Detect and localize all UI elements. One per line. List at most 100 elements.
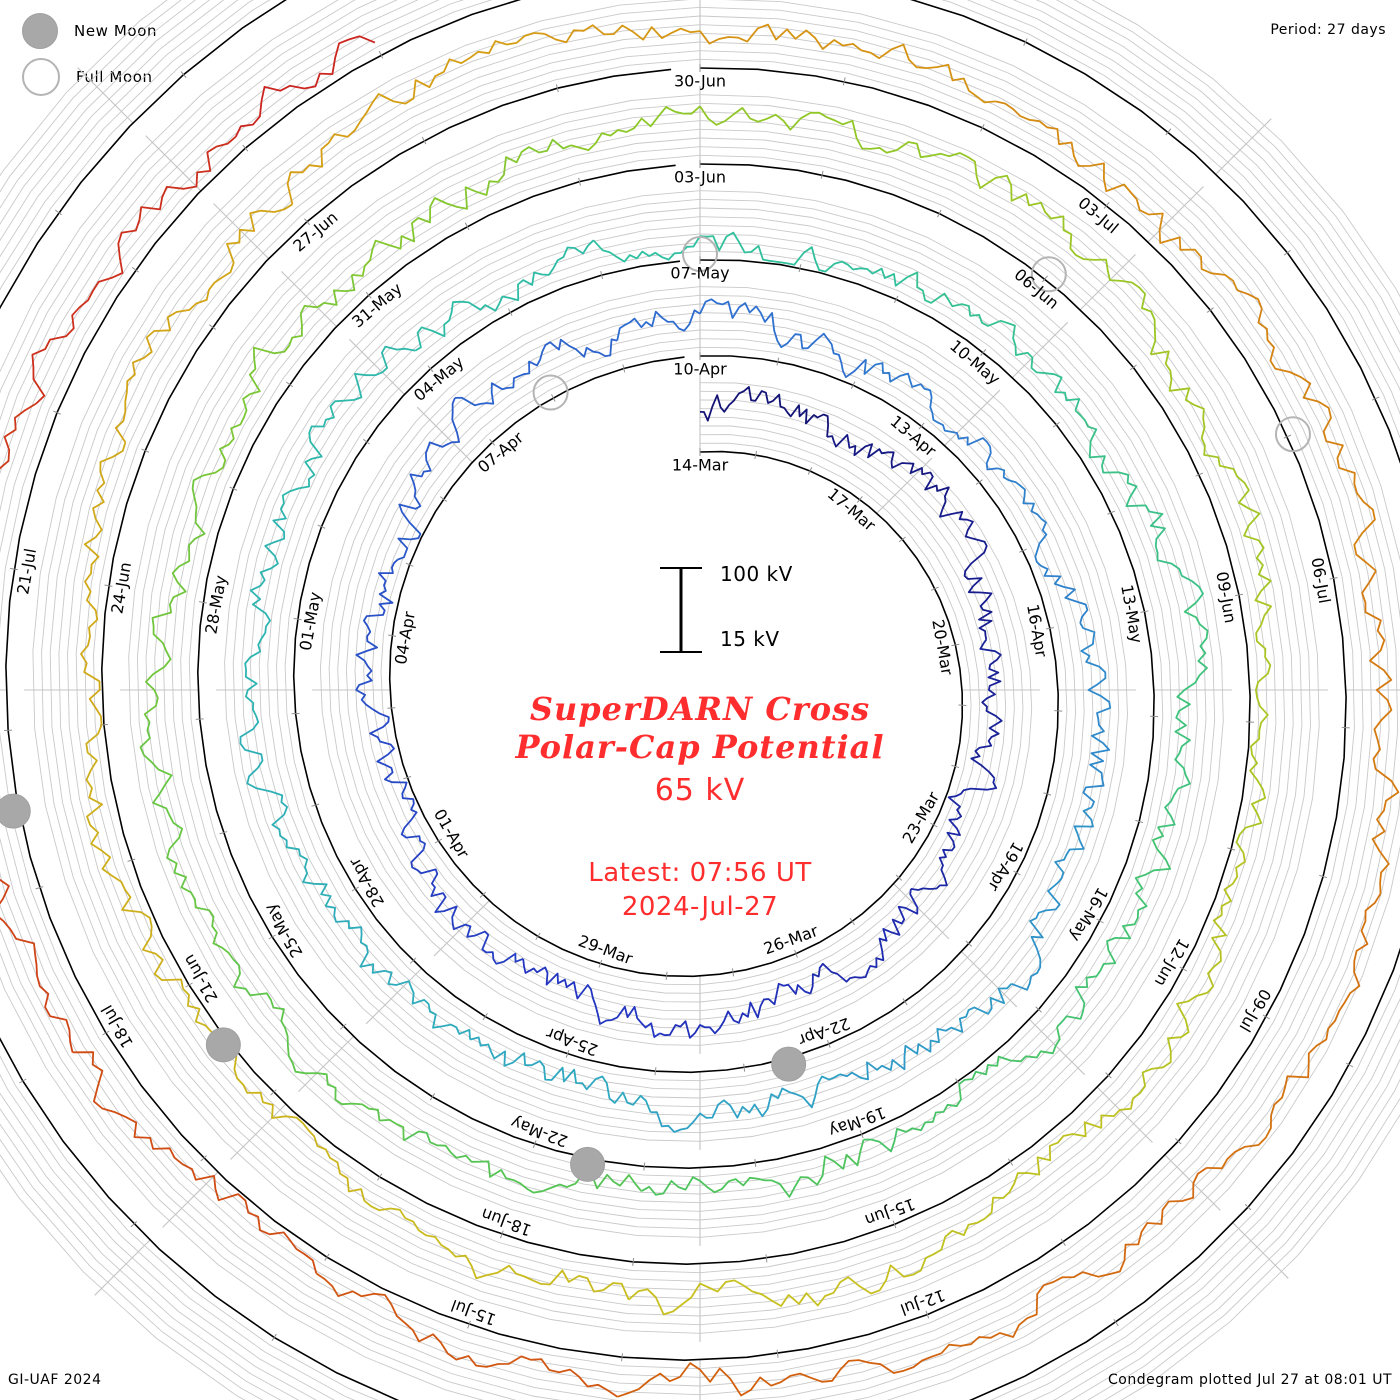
date-label: 10-Apr <box>673 360 727 379</box>
new-moon-icon <box>22 13 58 49</box>
date-label: 17-Mar <box>824 484 880 535</box>
credit-label: GI-UAF 2024 <box>8 1372 102 1388</box>
data-trace-segment <box>628 1264 914 1316</box>
data-trace-segment <box>1157 601 1209 828</box>
data-trace-segment <box>80 441 127 725</box>
date-label: 06-Jun <box>1011 265 1063 313</box>
date-label: 07-May <box>670 264 729 283</box>
new-moon-marker <box>570 1146 606 1182</box>
date-label: 03-Jun <box>674 168 726 187</box>
period-label: Period: 27 days <box>1270 22 1386 38</box>
date-label: 22-Apr <box>796 1014 853 1050</box>
title-line-1: SuperDARN Cross <box>529 690 871 728</box>
data-trace-segment <box>1011 806 1094 991</box>
data-trace-segment <box>863 1026 1061 1153</box>
data-traces-group <box>0 23 1400 1398</box>
data-trace-segment <box>544 24 701 44</box>
data-trace-segment <box>699 298 867 378</box>
data-trace-segment <box>997 467 1089 624</box>
data-trace-segment <box>907 271 1081 411</box>
current-value: 65 kV <box>654 773 746 808</box>
data-trace-segment <box>1236 289 1377 572</box>
date-label: 09-Jun <box>1212 570 1240 625</box>
data-trace-segment <box>454 338 618 407</box>
date-label: 31-May <box>348 279 406 332</box>
latest-time: Latest: 07:56 UT <box>588 858 812 888</box>
data-trace-segment <box>182 987 366 1201</box>
data-trace-segment <box>85 724 184 989</box>
data-trace-segment <box>826 434 950 510</box>
scale-bottom-label: 15 kV <box>720 627 780 651</box>
date-label: 30-Jun <box>674 72 726 91</box>
chart-title-block: SuperDARN Cross Polar-Cap Potential 65 k… <box>400 690 1000 924</box>
date-label: 12-Jul <box>898 1285 948 1319</box>
data-trace-segment <box>1056 826 1172 1028</box>
scale-top-label: 100 kV <box>720 562 793 586</box>
legend-label-new-moon: New Moon <box>74 22 158 40</box>
data-trace-segment <box>72 1051 318 1274</box>
data-trace-segment <box>699 105 969 159</box>
data-trace-segment <box>397 397 460 561</box>
data-trace-segment <box>0 878 74 1053</box>
data-trace-segment <box>31 136 237 405</box>
data-trace-segment <box>234 35 376 138</box>
data-trace-segment <box>995 100 1238 291</box>
data-trace-segment <box>355 558 399 710</box>
full-moon-marker <box>1030 256 1067 293</box>
data-trace-segment <box>139 721 235 960</box>
moon-markers-group <box>0 236 1311 1182</box>
data-trace-segment <box>699 386 829 437</box>
new-moon-marker <box>771 1046 807 1082</box>
data-trace-segment <box>202 274 356 477</box>
data-trace-segment <box>809 888 919 994</box>
data-trace-segment <box>1132 852 1246 1100</box>
legend-item-new-moon: New Moon <box>22 8 282 54</box>
data-trace-segment <box>640 1139 865 1198</box>
date-label: 20-Mar <box>928 618 957 677</box>
data-trace-segment <box>315 1272 618 1398</box>
legend-label-full-moon: Full Moon <box>76 68 153 86</box>
title-line-2: Polar-Cap Potential <box>515 728 885 766</box>
data-trace-segment <box>1074 409 1204 604</box>
data-trace-segment <box>369 708 426 850</box>
data-trace-segment <box>239 715 332 907</box>
data-trace-segment <box>414 239 595 352</box>
full-moon-marker <box>1274 416 1311 453</box>
data-trace-segment <box>0 402 37 470</box>
date-label: 15-Jul <box>448 1296 498 1330</box>
data-trace-segment <box>699 231 908 287</box>
data-trace-segment <box>970 638 1003 779</box>
date-label: 13-Apr <box>887 411 940 460</box>
plotted-timestamp: Condegram plotted Jul 27 at 08:01 UT <box>1107 1372 1392 1388</box>
full-moon-marker <box>682 236 718 272</box>
data-trace-segment <box>967 156 1157 355</box>
data-trace-segment <box>403 1130 643 1194</box>
moon-phase-legend: New Moon Full Moon <box>22 8 282 100</box>
date-label: 14-Mar <box>672 456 729 475</box>
scale-bar <box>660 567 702 653</box>
data-trace-segment <box>279 345 416 510</box>
date-label: 16-Apr <box>1023 603 1051 659</box>
data-trace-segment <box>1235 590 1272 854</box>
legend-item-full-moon: Full Moon <box>22 54 282 100</box>
latest-date: 2024-Jul-27 <box>621 892 779 922</box>
full-moon-marker <box>532 374 569 411</box>
data-trace-segment <box>1079 622 1112 808</box>
data-trace-segment <box>910 777 998 891</box>
data-trace-segment <box>244 508 287 717</box>
data-trace-segment <box>939 509 993 640</box>
data-trace-segment <box>232 958 405 1141</box>
date-label: 29-Mar <box>576 931 636 968</box>
data-trace-segment <box>325 905 471 1040</box>
date-label: 15-Jun <box>862 1194 917 1230</box>
new-moon-marker <box>205 1027 241 1063</box>
data-trace-segment <box>616 309 701 341</box>
data-trace-segment <box>522 958 661 1038</box>
data-trace-segment <box>286 32 545 205</box>
data-trace-segment <box>839 983 1013 1081</box>
new-moon-marker <box>0 793 31 829</box>
